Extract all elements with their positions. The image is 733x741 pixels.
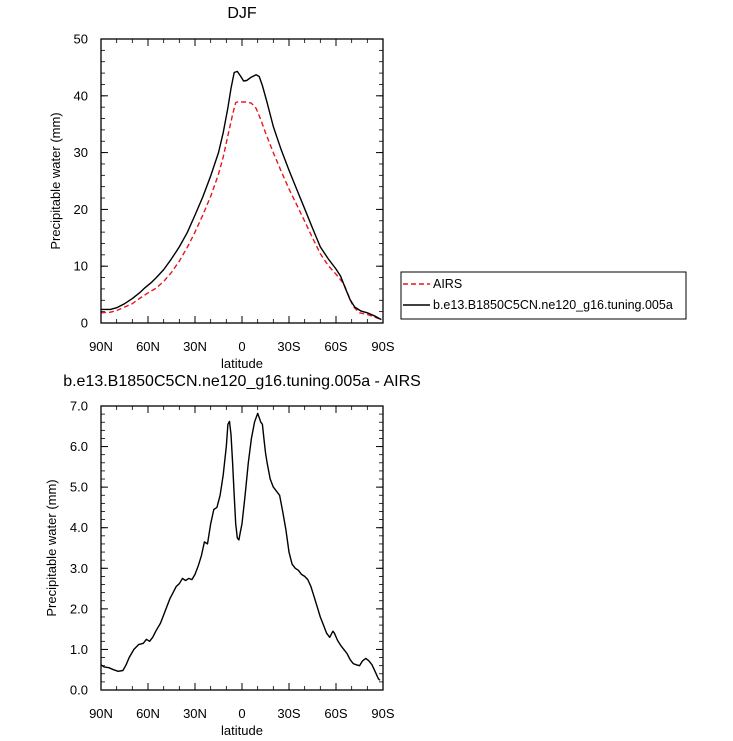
bottom-chart-x-tick-label: 90S [371, 706, 394, 721]
top-chart-x-axis-title: latitude [221, 356, 263, 371]
bottom-chart-y-axis-title: Precipitable water (mm) [44, 479, 59, 616]
bottom-chart-y-tick-label: 2.0 [70, 601, 88, 616]
bottom-chart-y-tick-label: 5.0 [70, 480, 88, 495]
bottom-chart-y-tick-label: 0.0 [70, 683, 88, 698]
top-chart-x-tick-label: 60N [136, 339, 160, 354]
bottom-chart-y-tick-label: 3.0 [70, 561, 88, 576]
top-chart-x-tick-label: 90S [371, 339, 394, 354]
bottom-chart-y-tick-label: 7.0 [70, 399, 88, 414]
top-chart-y-tick-label: 50 [74, 32, 88, 47]
bottom-chart-ticks: 90N 60N 30N 0 30S 60S 90S 0.0 1.0 2.0 3.0 4.0 5.0 6.0… [70, 399, 395, 722]
bottom-chart-series [100, 412, 381, 681]
top-chart-y-axis-title: Precipitable water (mm) [48, 112, 63, 249]
bottom-chart-y-tick-label: 6.0 [70, 439, 88, 454]
top-chart-y-tick-label: 10 [74, 259, 88, 274]
bottom-chart-x-tick-label: 30S [277, 706, 300, 721]
top-chart-series-line-0 [100, 100, 381, 320]
bottom-chart-x-tick-label: 60S [324, 706, 347, 721]
legend-box [400, 271, 687, 320]
top-chart-x-tick-label: 90N [89, 339, 113, 354]
top-chart-series [100, 70, 382, 321]
top-chart-x-tick-label: 30N [183, 339, 207, 354]
bottom-chart-x-axis-title: latitude [221, 723, 263, 738]
top-chart-x-tick-label: 0 [238, 339, 245, 354]
top-chart-y-tick-label: 20 [74, 202, 88, 217]
top-chart-ticks: 90N 60N 30N 0 30S 60S 90S 0 10 20 30 40 50 [74, 32, 395, 355]
bottom-chart-x-tick-label: 90N [89, 706, 113, 721]
top-chart-series-line-1 [101, 70, 382, 321]
top-chart-y-tick-label: 40 [74, 88, 88, 103]
top-chart-title: DJF [227, 5, 257, 22]
top-chart-legend: AIRS b.e13.B1850C5CN.ne120_g16.tuning.00… [400, 271, 687, 320]
top-chart: DJF Precipitable water (mm) latitude 90N… [48, 5, 395, 371]
top-chart-x-tick-label: 60S [324, 339, 347, 354]
legend-label-airs: AIRS [433, 277, 462, 291]
top-chart-frame [100, 38, 384, 324]
bottom-chart-x-tick-label: 30N [183, 706, 207, 721]
top-chart-x-tick-label: 30S [277, 339, 300, 354]
legend-label-model: b.e13.B1850C5CN.ne120_g16.tuning.005a [433, 298, 673, 312]
top-chart-y-tick-label: 30 [74, 145, 88, 160]
top-chart-y-tick-label: 0 [81, 316, 88, 331]
bottom-chart-y-tick-label: 1.0 [70, 642, 88, 657]
bottom-chart-series-line-0 [100, 412, 381, 681]
bottom-chart-x-tick-label: 0 [238, 706, 245, 721]
bottom-chart-title: b.e13.B1850C5CN.ne120_g16.tuning.005a - … [63, 373, 421, 390]
bottom-chart-y-tick-label: 4.0 [70, 520, 88, 535]
bottom-chart-x-tick-label: 60N [136, 706, 160, 721]
bottom-chart-frame [100, 405, 384, 691]
bottom-chart: b.e13.B1850C5CN.ne120_g16.tuning.005a - … [44, 373, 421, 738]
